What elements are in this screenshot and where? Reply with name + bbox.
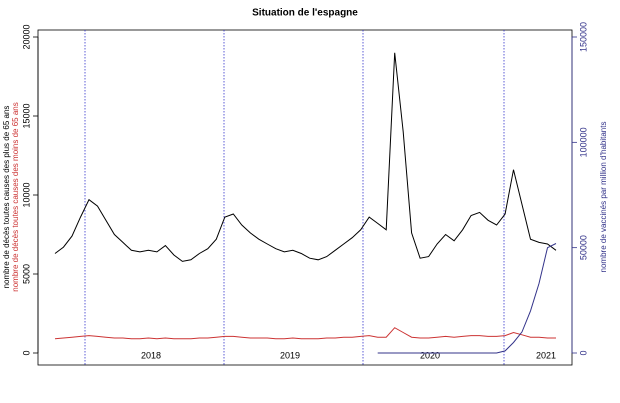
year-label: 2019	[280, 350, 300, 360]
y2-tick-label: 100000	[578, 127, 588, 157]
y2-tick-label: 50000	[578, 235, 588, 260]
series-line	[54, 52, 557, 262]
y-tick-label: 20000	[21, 24, 31, 49]
y2-tick-label: 0	[578, 350, 588, 355]
y-tick-label: 5000	[21, 264, 31, 284]
series-line	[377, 243, 557, 354]
year-label: 2021	[536, 350, 556, 360]
y-tick-label: 10000	[21, 182, 31, 207]
y-tick-label: 0	[21, 350, 31, 355]
plot-box	[37, 29, 573, 366]
year-label: 2018	[141, 350, 161, 360]
y-tick-label: 15000	[21, 103, 31, 128]
chart-title: Situation de l'espagne	[252, 8, 358, 19]
y-axis-title-2: nombre de décès toutes causes des moins …	[11, 102, 20, 291]
y2-axis-title: nombre de vaccinés par million d'habitan…	[599, 122, 608, 273]
y2-tick-label: 150000	[578, 22, 588, 52]
year-label: 2020	[420, 350, 440, 360]
y-axis-title: nombre de décès toutes causes des plus d…	[2, 106, 11, 289]
series-line	[54, 327, 556, 340]
